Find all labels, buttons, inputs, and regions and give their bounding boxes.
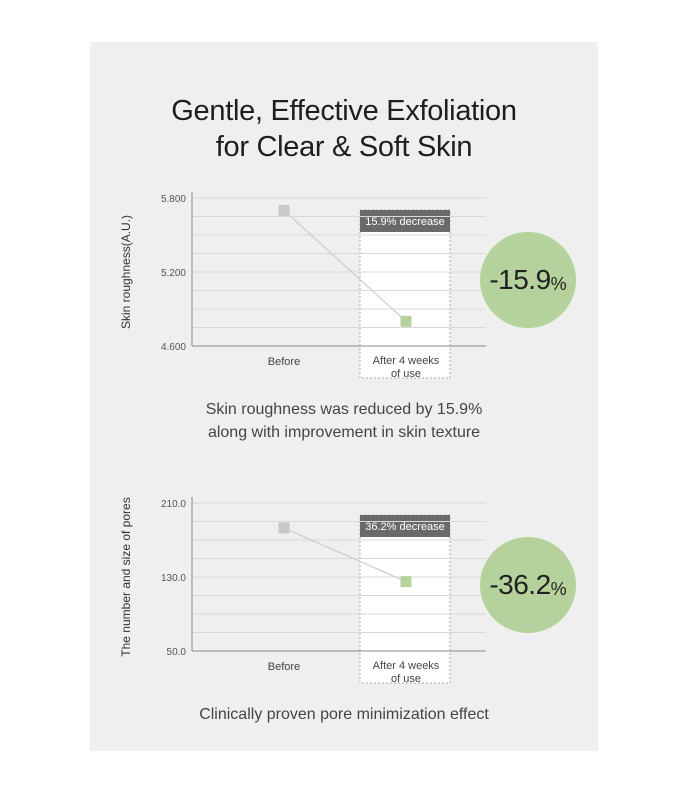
roughness-reduction-badge: -15.9 % xyxy=(480,232,576,328)
skin-roughness-chart: 15.9% decrease 5.800 5.200 4.600 Skin roughn… xyxy=(90,182,598,382)
pores-caption: Clinically proven pore minimization effe… xyxy=(90,703,598,726)
y-tick-label: 130.0 xyxy=(161,573,186,584)
before-data-point xyxy=(278,204,290,216)
x-category-label: After 4 weeks xyxy=(373,660,440,672)
roughness-badge-unit: % xyxy=(550,273,567,294)
before-data-point xyxy=(278,522,290,534)
infographic-panel: Gentle, Effective Exfoliation for Clear … xyxy=(90,42,598,751)
pores-badge-value: -36.2 xyxy=(489,569,551,600)
y-axis-label: The number and size of pores xyxy=(119,497,133,656)
headline-line-1: Gentle, Effective Exfoliation xyxy=(171,95,517,128)
y-tick-label: 4.600 xyxy=(161,342,186,353)
roughness-caption: Skin roughness was reduced by 15.9% alon… xyxy=(90,398,598,444)
pores-caption-line-1: Clinically proven pore minimization effe… xyxy=(199,706,489,723)
roughness-badge-value: -15.9 xyxy=(489,264,551,295)
series-line xyxy=(283,209,407,322)
x-category-label: Before xyxy=(268,356,300,368)
pores-badge-unit: % xyxy=(550,578,567,599)
y-tick-label: 5.800 xyxy=(161,194,186,205)
after-highlight-column xyxy=(359,514,451,684)
roughness-caption-line-1: Skin roughness was reduced by 15.9% xyxy=(205,401,483,418)
headline: Gentle, Effective Exfoliation for Clear … xyxy=(90,93,598,165)
y-tick-label: 210.0 xyxy=(161,499,186,510)
pores-reduction-badge: -36.2 % xyxy=(480,537,576,633)
y-tick-label: 5.200 xyxy=(161,268,186,279)
after-data-point xyxy=(400,315,412,327)
roughness-caption-line-2: along with improvement in skin texture xyxy=(207,424,481,441)
after-data-point xyxy=(400,576,412,588)
x-category-label: After 4 weeks xyxy=(373,355,440,367)
decrease-label: 15.9% decrease xyxy=(365,216,445,228)
pores-plot: 36.2% decrease 210.0 130.0 50.0 The number a… xyxy=(119,497,486,685)
headline-line-2: for Clear & Soft Skin xyxy=(215,131,473,164)
x-category-label: of use xyxy=(391,673,421,685)
decrease-label-box xyxy=(360,515,450,537)
y-axis-label: Skin roughness(A.U.) xyxy=(119,215,133,329)
x-category-label: of use xyxy=(391,368,421,380)
decrease-label: 36.2% decrease xyxy=(365,521,445,533)
pores-chart: 36.2% decrease 210.0 130.0 50.0 The number a… xyxy=(90,487,598,687)
y-tick-label: 50.0 xyxy=(167,647,187,658)
x-category-label: Before xyxy=(268,661,300,673)
decrease-label-box xyxy=(360,210,450,232)
series-line xyxy=(283,527,407,583)
skin-roughness-plot: 15.9% decrease 5.800 5.200 4.600 Skin roughn… xyxy=(119,192,486,380)
